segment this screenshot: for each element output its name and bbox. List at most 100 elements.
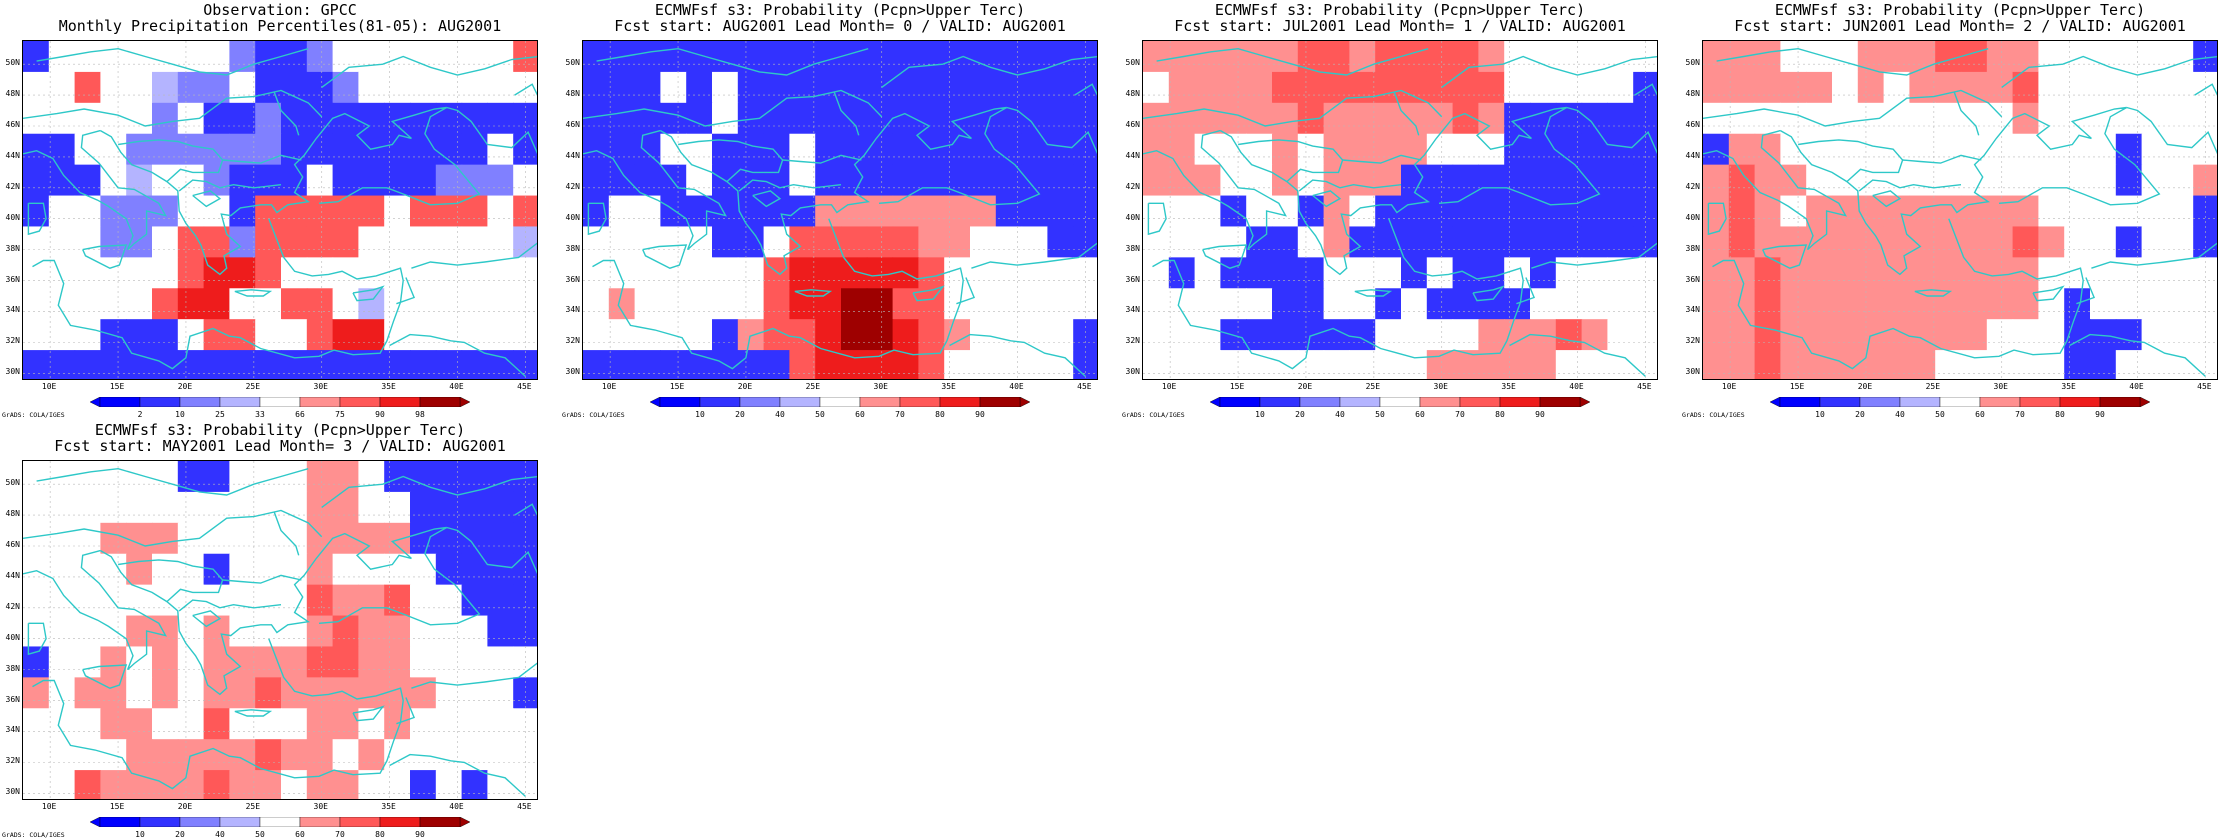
coastline — [912, 285, 945, 302]
heatmap-cell — [1220, 133, 1247, 166]
heatmap-cell — [152, 71, 179, 104]
heatmap-cell — [281, 522, 308, 555]
heatmap-cell — [1633, 195, 1657, 228]
heatmap-cell — [1323, 350, 1350, 379]
heatmap-cell — [1857, 195, 1885, 228]
colorbar-tick-label: 33 — [255, 410, 265, 419]
coastline — [1074, 83, 1097, 96]
heatmap-cell — [1297, 319, 1325, 351]
y-tick-label: 46N — [5, 120, 20, 129]
heatmap-cell — [1047, 195, 1074, 228]
heatmap-cell — [306, 195, 334, 228]
heatmap-cell — [2012, 164, 2039, 197]
heatmap-cell — [2115, 71, 2143, 104]
heatmap-cell — [1909, 195, 1936, 228]
heatmap-cell — [48, 646, 76, 678]
heatmap-cell — [1047, 257, 1074, 289]
heatmap-cell — [660, 71, 687, 104]
coastline — [23, 89, 323, 127]
heatmap-cell — [2090, 133, 2117, 166]
heatmap-cell — [1806, 102, 1833, 135]
heatmap-cell — [2141, 350, 2168, 379]
heatmap-cell — [281, 71, 308, 104]
heatmap-cell — [1607, 288, 1634, 320]
heatmap-cell — [461, 646, 488, 678]
heatmap-cell — [1857, 226, 1885, 258]
heatmap-cell — [152, 461, 179, 493]
heatmap-cell — [2038, 257, 2065, 289]
coastline — [1220, 106, 1601, 276]
heatmap-cell — [23, 71, 50, 104]
heatmap-cell — [126, 491, 153, 524]
y-tick-label: 44N — [5, 150, 20, 160]
heatmap-cell — [1883, 288, 1910, 320]
heatmap-cell — [487, 739, 514, 771]
y-tick-label: 42N — [5, 601, 20, 611]
colorbar-swatch — [899, 397, 941, 407]
heatmap-cell — [435, 491, 463, 524]
colorbar-swatch — [1339, 397, 1381, 407]
heatmap-cell — [410, 708, 437, 740]
heatmap-cell — [1935, 257, 1962, 289]
heatmap-cell — [384, 226, 411, 258]
heatmap-cell — [152, 319, 179, 351]
heatmap-cell — [995, 319, 1023, 351]
colorbar-swatch — [179, 397, 221, 407]
heatmap-cell — [1194, 71, 1221, 104]
heatmap-cell — [152, 41, 179, 73]
heatmap-cell — [1883, 41, 1910, 73]
heatmap-cell — [1426, 164, 1454, 197]
heatmap-cell — [2193, 288, 2217, 320]
heatmap-cell — [2064, 102, 2091, 135]
colorbar-swatch — [1539, 397, 1581, 407]
heatmap-cell — [513, 226, 537, 258]
heatmap-cell — [737, 350, 765, 379]
x-tick-label: 45E — [1077, 382, 1092, 391]
heatmap-cell — [1073, 41, 1097, 73]
heatmap-cell — [608, 102, 636, 135]
heatmap-cell — [2038, 350, 2065, 379]
heatmap-svg — [23, 41, 537, 379]
heatmap-cell — [126, 257, 153, 289]
heatmap-cell — [2193, 257, 2217, 289]
colorbar-tick-label: 70 — [1455, 410, 1465, 419]
heatmap-cell — [712, 195, 739, 228]
heatmap-cell — [100, 553, 127, 586]
colorbar-tick-label: 40 — [775, 410, 785, 419]
heatmap-cell — [152, 739, 179, 771]
colorbar-swatch — [379, 397, 421, 407]
heatmap-cell — [2064, 226, 2091, 258]
heatmap-cell — [255, 164, 282, 197]
heatmap-cell — [152, 677, 179, 709]
heatmap-cell — [892, 133, 919, 166]
heatmap-cell — [789, 226, 816, 258]
coastline — [1872, 190, 1902, 208]
heatmap-cell — [1478, 195, 1505, 228]
y-tick-label: 30N — [1125, 367, 1140, 377]
heatmap-cell — [126, 522, 153, 555]
heatmap-cell — [1754, 226, 1781, 258]
gridlines — [23, 461, 537, 799]
heatmap-cell — [100, 41, 127, 73]
heatmap-cell — [1504, 102, 1531, 135]
heatmap-cell — [1832, 195, 1859, 228]
y-tick-label: 46N — [5, 540, 20, 549]
heatmap-cell — [1168, 195, 1196, 228]
y-tick-label: 40N — [565, 212, 580, 222]
heatmap-cell — [203, 41, 230, 73]
heatmap-cell — [583, 288, 610, 320]
heatmap-cell — [918, 226, 945, 258]
heatmap-cell — [1961, 71, 1988, 104]
heatmap-cell — [1246, 71, 1273, 104]
y-tick-label: 42N — [1685, 181, 1700, 191]
y-tick-label: 50N — [565, 58, 580, 68]
heatmap-cell — [1633, 102, 1657, 135]
heatmap-cell — [2090, 226, 2117, 258]
heatmap-cell — [995, 71, 1023, 104]
heatmap-cell — [100, 257, 127, 289]
heatmap-cell — [841, 288, 868, 320]
heatmap-cell — [1194, 319, 1221, 351]
heatmap-cell — [2012, 41, 2039, 73]
coastline — [1354, 289, 1393, 297]
heatmap-cell — [410, 615, 437, 648]
